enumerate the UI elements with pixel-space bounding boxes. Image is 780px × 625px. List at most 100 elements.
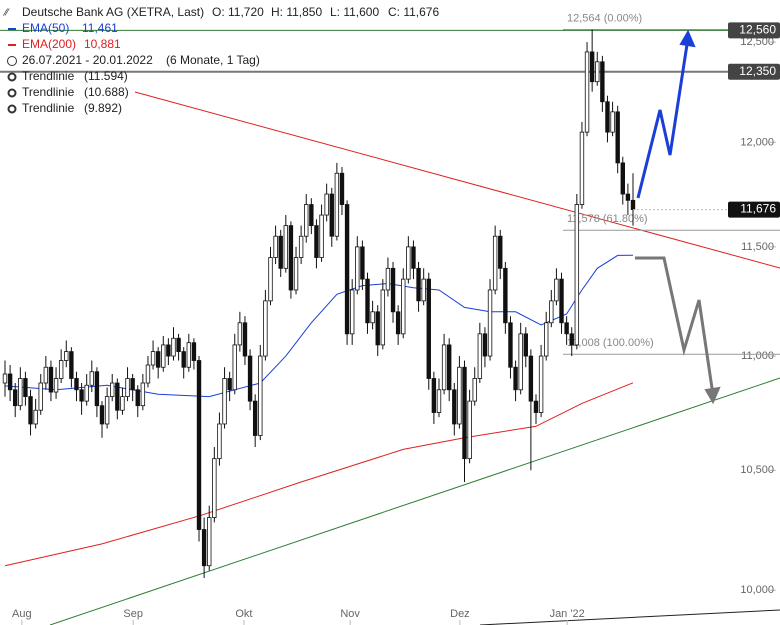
candle-body xyxy=(278,235,283,269)
ema-line xyxy=(4,382,634,567)
candle-body xyxy=(38,382,43,411)
candle-body xyxy=(125,378,130,397)
quote: H: 11,850 xyxy=(271,5,322,19)
fib-label: 11,578 (61.80%) xyxy=(567,213,648,225)
candle-body xyxy=(544,322,549,357)
legend-label: Trendlinie xyxy=(22,85,75,99)
candle-body xyxy=(513,366,518,391)
candle-body xyxy=(355,246,360,291)
candle-body xyxy=(140,382,146,407)
legend-value: (11.594) xyxy=(84,69,128,83)
fib-label: 12,564 (0.00%) xyxy=(567,12,642,24)
period: 26.07.2021 - 20.01.2022 xyxy=(22,53,153,67)
candle-body xyxy=(482,333,488,357)
candle-body xyxy=(620,162,625,195)
candle-body xyxy=(344,204,350,335)
candle-body xyxy=(574,204,580,346)
candle-body xyxy=(186,342,192,368)
candle-body xyxy=(304,204,309,237)
candle-body xyxy=(436,389,442,413)
y-tick-label: 10,000 xyxy=(740,584,774,596)
quote: L: 11,600 xyxy=(330,5,379,19)
legend-label: EMA(50) xyxy=(22,21,69,35)
candle-body xyxy=(237,322,243,346)
price-box xyxy=(728,63,780,80)
candle-body xyxy=(385,267,391,291)
legend: ᠎⁄⁄ Deutsche Bank AG (XETRA, Last) O: 11… xyxy=(2,5,439,115)
candle-body xyxy=(554,278,559,302)
forecast-arrow xyxy=(636,37,690,199)
x-tick-label: Sep xyxy=(123,608,143,620)
candle-body xyxy=(370,311,375,324)
candle-body xyxy=(309,204,314,227)
clock-icon xyxy=(7,56,17,66)
arrow-head xyxy=(704,386,721,405)
y-tick-label: 12,000 xyxy=(740,136,774,148)
candle-body xyxy=(564,322,569,335)
candle-body xyxy=(339,172,345,205)
candle-body xyxy=(222,378,227,425)
candle-body xyxy=(89,371,94,386)
candle-body xyxy=(94,371,100,407)
candle-body xyxy=(349,289,355,335)
candle-body xyxy=(477,333,483,379)
candle-body xyxy=(518,333,523,391)
candle-body xyxy=(28,396,33,425)
candle-body xyxy=(196,360,202,530)
candle-body xyxy=(13,389,18,407)
candle-body xyxy=(589,51,595,83)
ema-line xyxy=(4,254,634,398)
candle-body xyxy=(365,278,370,324)
price-box-label: 11,676 xyxy=(740,202,776,216)
x-tick-label: Aug xyxy=(12,608,32,620)
legend-label: Trendlinie xyxy=(22,69,75,83)
icon: ᠎⁄⁄ xyxy=(2,8,10,19)
candle-body xyxy=(314,225,319,258)
candle-body xyxy=(324,193,329,216)
candle-body xyxy=(283,225,289,269)
candle-body xyxy=(569,333,574,346)
candle-body xyxy=(630,199,636,210)
arrows xyxy=(635,29,721,405)
candle-body xyxy=(242,322,248,357)
legend-label: Trendlinie xyxy=(22,101,75,115)
candle-body xyxy=(298,235,304,258)
candle-body xyxy=(446,344,452,391)
candle-body xyxy=(43,366,49,384)
quote: C: 11,676 xyxy=(388,5,439,19)
candle-body xyxy=(181,351,186,368)
candle-body xyxy=(110,382,115,397)
quote: O: 11,720 xyxy=(212,5,264,19)
candle-body xyxy=(288,225,294,291)
candle-body xyxy=(615,111,620,164)
candle-body xyxy=(360,246,365,280)
candle-body xyxy=(84,384,89,402)
candle-body xyxy=(232,344,237,391)
legend-value: (9.892) xyxy=(84,101,122,115)
plot: 10,000 10,500 11,000 11,500 12,000 12,500 Aug S… xyxy=(0,12,780,625)
candle-body xyxy=(416,267,421,302)
period-note: (6 Monate, 1 Tag) xyxy=(166,53,260,67)
candle-body xyxy=(166,344,171,357)
candle-body xyxy=(625,193,631,201)
candle-body xyxy=(457,366,462,425)
forecast-arrow xyxy=(635,256,715,396)
candle-body xyxy=(426,278,431,379)
x-tick-label: Okt xyxy=(235,608,252,620)
candle-body xyxy=(380,289,386,346)
candle-body xyxy=(150,351,156,366)
candle-body xyxy=(406,246,411,280)
candle-body xyxy=(390,267,396,313)
candle-body xyxy=(176,337,181,352)
candle-body xyxy=(23,378,28,397)
candle-body xyxy=(212,458,217,518)
candle-body xyxy=(329,193,334,237)
price-box xyxy=(728,22,780,39)
candle-body xyxy=(191,342,197,361)
candle-body xyxy=(523,333,528,357)
candle-body xyxy=(579,131,585,205)
candle-body xyxy=(130,378,135,391)
candle-body xyxy=(104,396,110,425)
candle-body xyxy=(605,101,610,133)
candle-body xyxy=(610,111,615,133)
